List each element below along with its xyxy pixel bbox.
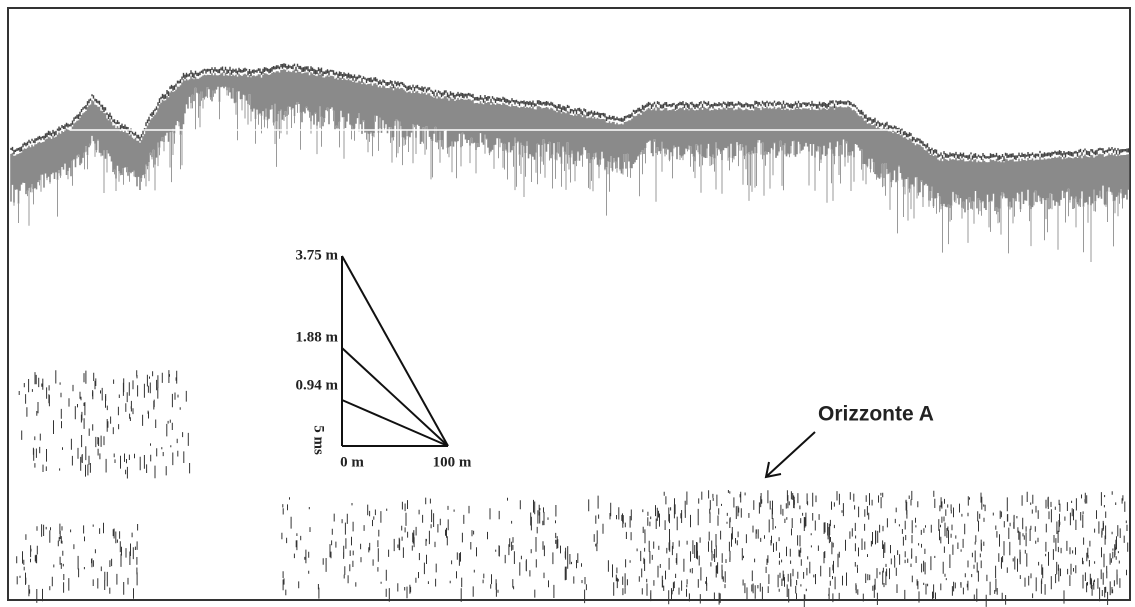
scale-time: 5 ms — [311, 425, 327, 455]
annotation-arrow — [764, 431, 816, 479]
scale-label: 1.88 m — [296, 329, 339, 345]
scale-end: 100 m — [433, 454, 472, 470]
scale-ray — [341, 347, 449, 447]
scale-label: 3.75 m — [296, 247, 339, 263]
reflector-streaks — [13, 87, 1128, 262]
scale-start: 0 m — [340, 454, 364, 470]
reflector-crest — [10, 63, 1130, 162]
scale-ray — [341, 399, 449, 447]
scale-ray — [341, 255, 449, 447]
scale-diagram — [341, 255, 449, 447]
annotation-label: Orizzonte A — [818, 403, 934, 426]
arrow-head — [764, 461, 782, 479]
scale-label: 0.94 m — [296, 377, 339, 393]
deep-reflections — [16, 370, 1129, 607]
seismic-record — [10, 63, 1130, 607]
arrow-shaft — [766, 431, 816, 477]
